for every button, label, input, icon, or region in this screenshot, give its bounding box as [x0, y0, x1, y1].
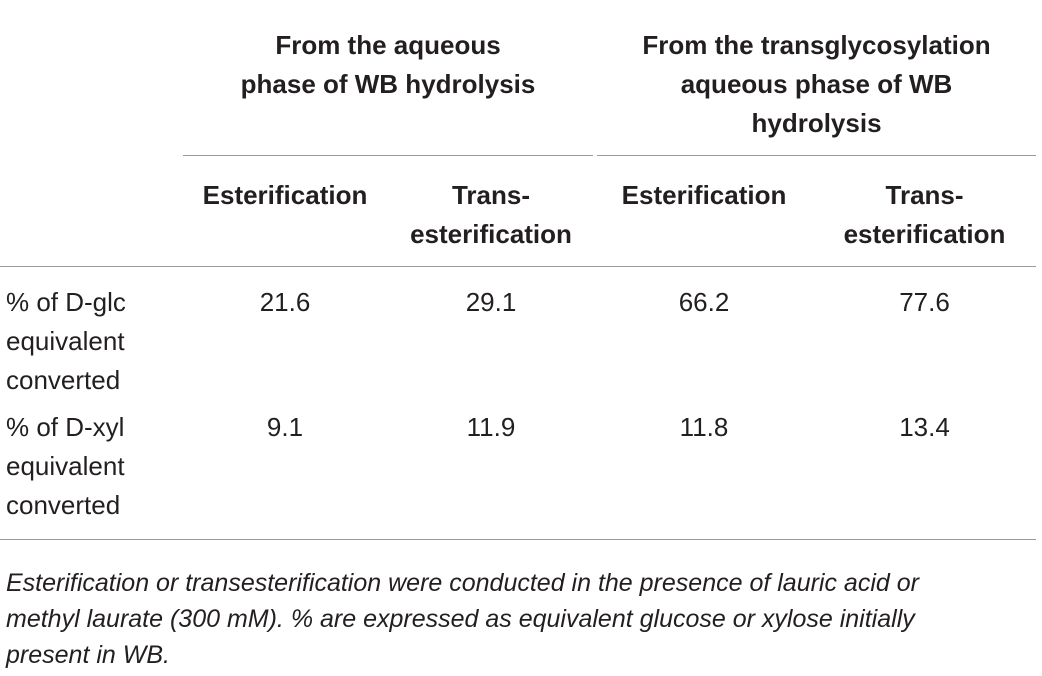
row-label-d-glc: % of D-glc equivalent converted [6, 287, 126, 395]
table-row: % of D-xyl equivalent converted 9.1 11.9… [0, 404, 1037, 540]
sub-header-row: Esterification Trans- esterification Est… [0, 155, 1037, 267]
table-cell: 11.8 [595, 404, 814, 540]
sub-header-transesterification-1: Trans- esterification [387, 155, 596, 267]
sub-header-esterification-2: Esterification [595, 155, 814, 267]
table-cell: 77.6 [899, 287, 950, 317]
table-footnote: Esterification or transesterification we… [6, 569, 919, 669]
table-cell: 21.6 [259, 287, 311, 317]
table-cell: 66.2 [678, 287, 730, 317]
table-cell: 11.9 [387, 404, 596, 540]
corner-cell-lower [0, 155, 183, 267]
group-header-row: From the aqueous phase of WB hydrolysis … [0, 14, 1037, 156]
group-header-aqueous-phase: From the aqueous phase of WB hydrolysis [183, 14, 596, 156]
corner-cell [0, 14, 183, 156]
sub-header-esterification-1: Esterification [183, 155, 387, 267]
results-table: From the aqueous phase of WB hydrolysis … [0, 14, 1037, 540]
table-cell: 13.4 [813, 404, 1037, 540]
group-header-transglycosylation-phase: From the transglycosylation aqueous phas… [593, 14, 1037, 156]
row-label-d-xyl: % of D-xyl equivalent converted [0, 404, 183, 540]
table-row: % of D-glc equivalent converted 21.6 29.… [0, 267, 1036, 405]
sub-header-transesterification-2: Trans- esterification [813, 155, 1037, 267]
table-cell: 9.1 [183, 404, 387, 540]
table-cell: 29.1 [465, 287, 517, 317]
